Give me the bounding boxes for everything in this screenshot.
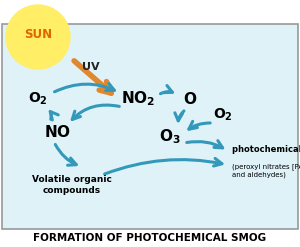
Text: $\mathbf{NO_2}$: $\mathbf{NO_2}$: [121, 90, 155, 108]
Text: SUN: SUN: [24, 28, 52, 41]
Text: $\mathbf{O_2}$: $\mathbf{O_2}$: [213, 107, 233, 123]
Text: UV: UV: [82, 62, 100, 72]
FancyBboxPatch shape: [2, 24, 298, 229]
Text: photochemical smog: photochemical smog: [232, 144, 300, 153]
Text: (peroxyl nitrates [PANs]
and aldehydes): (peroxyl nitrates [PANs] and aldehydes): [232, 163, 300, 178]
Text: $\mathbf{O}$: $\mathbf{O}$: [183, 91, 197, 107]
Text: $\mathbf{O_2}$: $\mathbf{O_2}$: [28, 91, 48, 107]
Text: Volatile organic
compounds: Volatile organic compounds: [32, 175, 112, 195]
Text: $\mathbf{O_3}$: $\mathbf{O_3}$: [159, 128, 181, 146]
Text: $\mathbf{NO}$: $\mathbf{NO}$: [44, 124, 71, 140]
Circle shape: [6, 5, 70, 69]
Text: FORMATION OF PHOTOCHEMICAL SMOG: FORMATION OF PHOTOCHEMICAL SMOG: [33, 233, 267, 243]
